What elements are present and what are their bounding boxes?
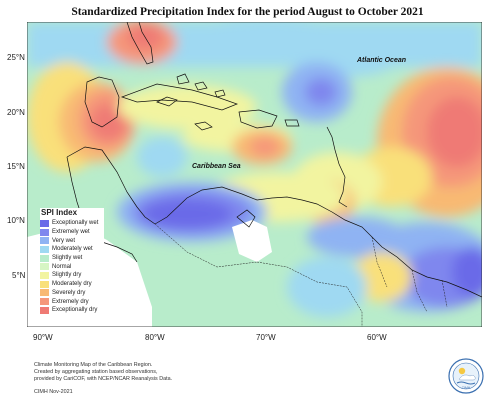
lon-label-80w: 80°W bbox=[145, 333, 165, 342]
land-mask-venezuela bbox=[232, 220, 272, 262]
spi-legend: SPI Index Exceptionally wet Extremely wet… bbox=[40, 208, 104, 315]
legend-swatch bbox=[40, 298, 49, 306]
legend-item: Extremely wet bbox=[40, 228, 104, 237]
legend-item: Severely dry bbox=[40, 289, 104, 298]
legend-label: Exceptionally dry bbox=[52, 307, 98, 314]
caribbean-sea-label: Caribbean Sea bbox=[192, 163, 241, 170]
borders bbox=[154, 223, 448, 327]
footer-line-3: provided by CariCOF, with NCEP/NCAR Rean… bbox=[34, 376, 173, 382]
legend-label: Very wet bbox=[52, 237, 76, 244]
legend-swatch bbox=[40, 228, 49, 236]
legend-item: Slightly wet bbox=[40, 254, 104, 263]
lat-label-10n: 10°N bbox=[7, 216, 25, 225]
lon-label-60w: 60°W bbox=[367, 333, 387, 342]
cimh-logo: CIMH bbox=[448, 358, 484, 394]
legend-label: Exceptionally wet bbox=[52, 220, 99, 227]
legend-label: Slightly wet bbox=[52, 255, 83, 262]
atlantic-ocean-label: Atlantic Ocean bbox=[356, 57, 406, 64]
legend-swatch bbox=[40, 254, 49, 262]
legend-item: Very wet bbox=[40, 236, 104, 245]
legend-swatch bbox=[40, 271, 49, 279]
lat-label-15n: 15°N bbox=[7, 162, 25, 171]
footer-line-2: Created by aggregating station based obs… bbox=[34, 369, 158, 375]
footer-line-1: Climate Monitoring Map of the Caribbean … bbox=[34, 362, 153, 368]
lat-label-25n: 25°N bbox=[7, 53, 25, 62]
legend-label: Extremely wet bbox=[52, 229, 90, 236]
legend-item: Moderately dry bbox=[40, 280, 104, 289]
legend-swatch bbox=[40, 219, 49, 227]
coastlines bbox=[66, 22, 482, 298]
lon-label-90w: 90°W bbox=[33, 333, 53, 342]
logo-text: CIMH bbox=[462, 386, 471, 390]
legend-item: Moderately wet bbox=[40, 245, 104, 254]
spi-anomaly-blobs bbox=[27, 22, 482, 317]
legend-label: Severely dry bbox=[52, 289, 86, 296]
legend-title: SPI Index bbox=[41, 208, 78, 217]
lat-label-20n: 20°N bbox=[7, 108, 25, 117]
legend-label: Normal bbox=[52, 263, 72, 270]
legend-rows: Exceptionally wet Extremely wet Very wet Mo… bbox=[40, 219, 104, 315]
legend-item: Exceptionally wet bbox=[40, 219, 104, 228]
legend-swatch bbox=[40, 280, 49, 288]
legend-swatch bbox=[40, 237, 49, 245]
legend-swatch bbox=[40, 306, 49, 314]
legend-item: Extremely dry bbox=[40, 297, 104, 306]
lon-label-70w: 70°W bbox=[256, 333, 276, 342]
legend-item: Exceptionally dry bbox=[40, 306, 104, 315]
legend-label: Moderately wet bbox=[52, 246, 93, 253]
legend-label: Slightly dry bbox=[52, 272, 82, 279]
legend-swatch bbox=[40, 245, 49, 253]
legend-label: Moderately dry bbox=[52, 281, 92, 288]
legend-item: Normal bbox=[40, 262, 104, 271]
footer-credit: CIMH Nov-2021 bbox=[34, 389, 73, 395]
legend-label: Extremely dry bbox=[52, 298, 89, 305]
legend-item: Slightly dry bbox=[40, 271, 104, 280]
legend-swatch bbox=[40, 289, 49, 297]
legend-swatch bbox=[40, 263, 49, 271]
lat-label-5n: 5°N bbox=[12, 271, 26, 280]
map-title: Standardized Precipitation Index for the… bbox=[71, 6, 424, 18]
